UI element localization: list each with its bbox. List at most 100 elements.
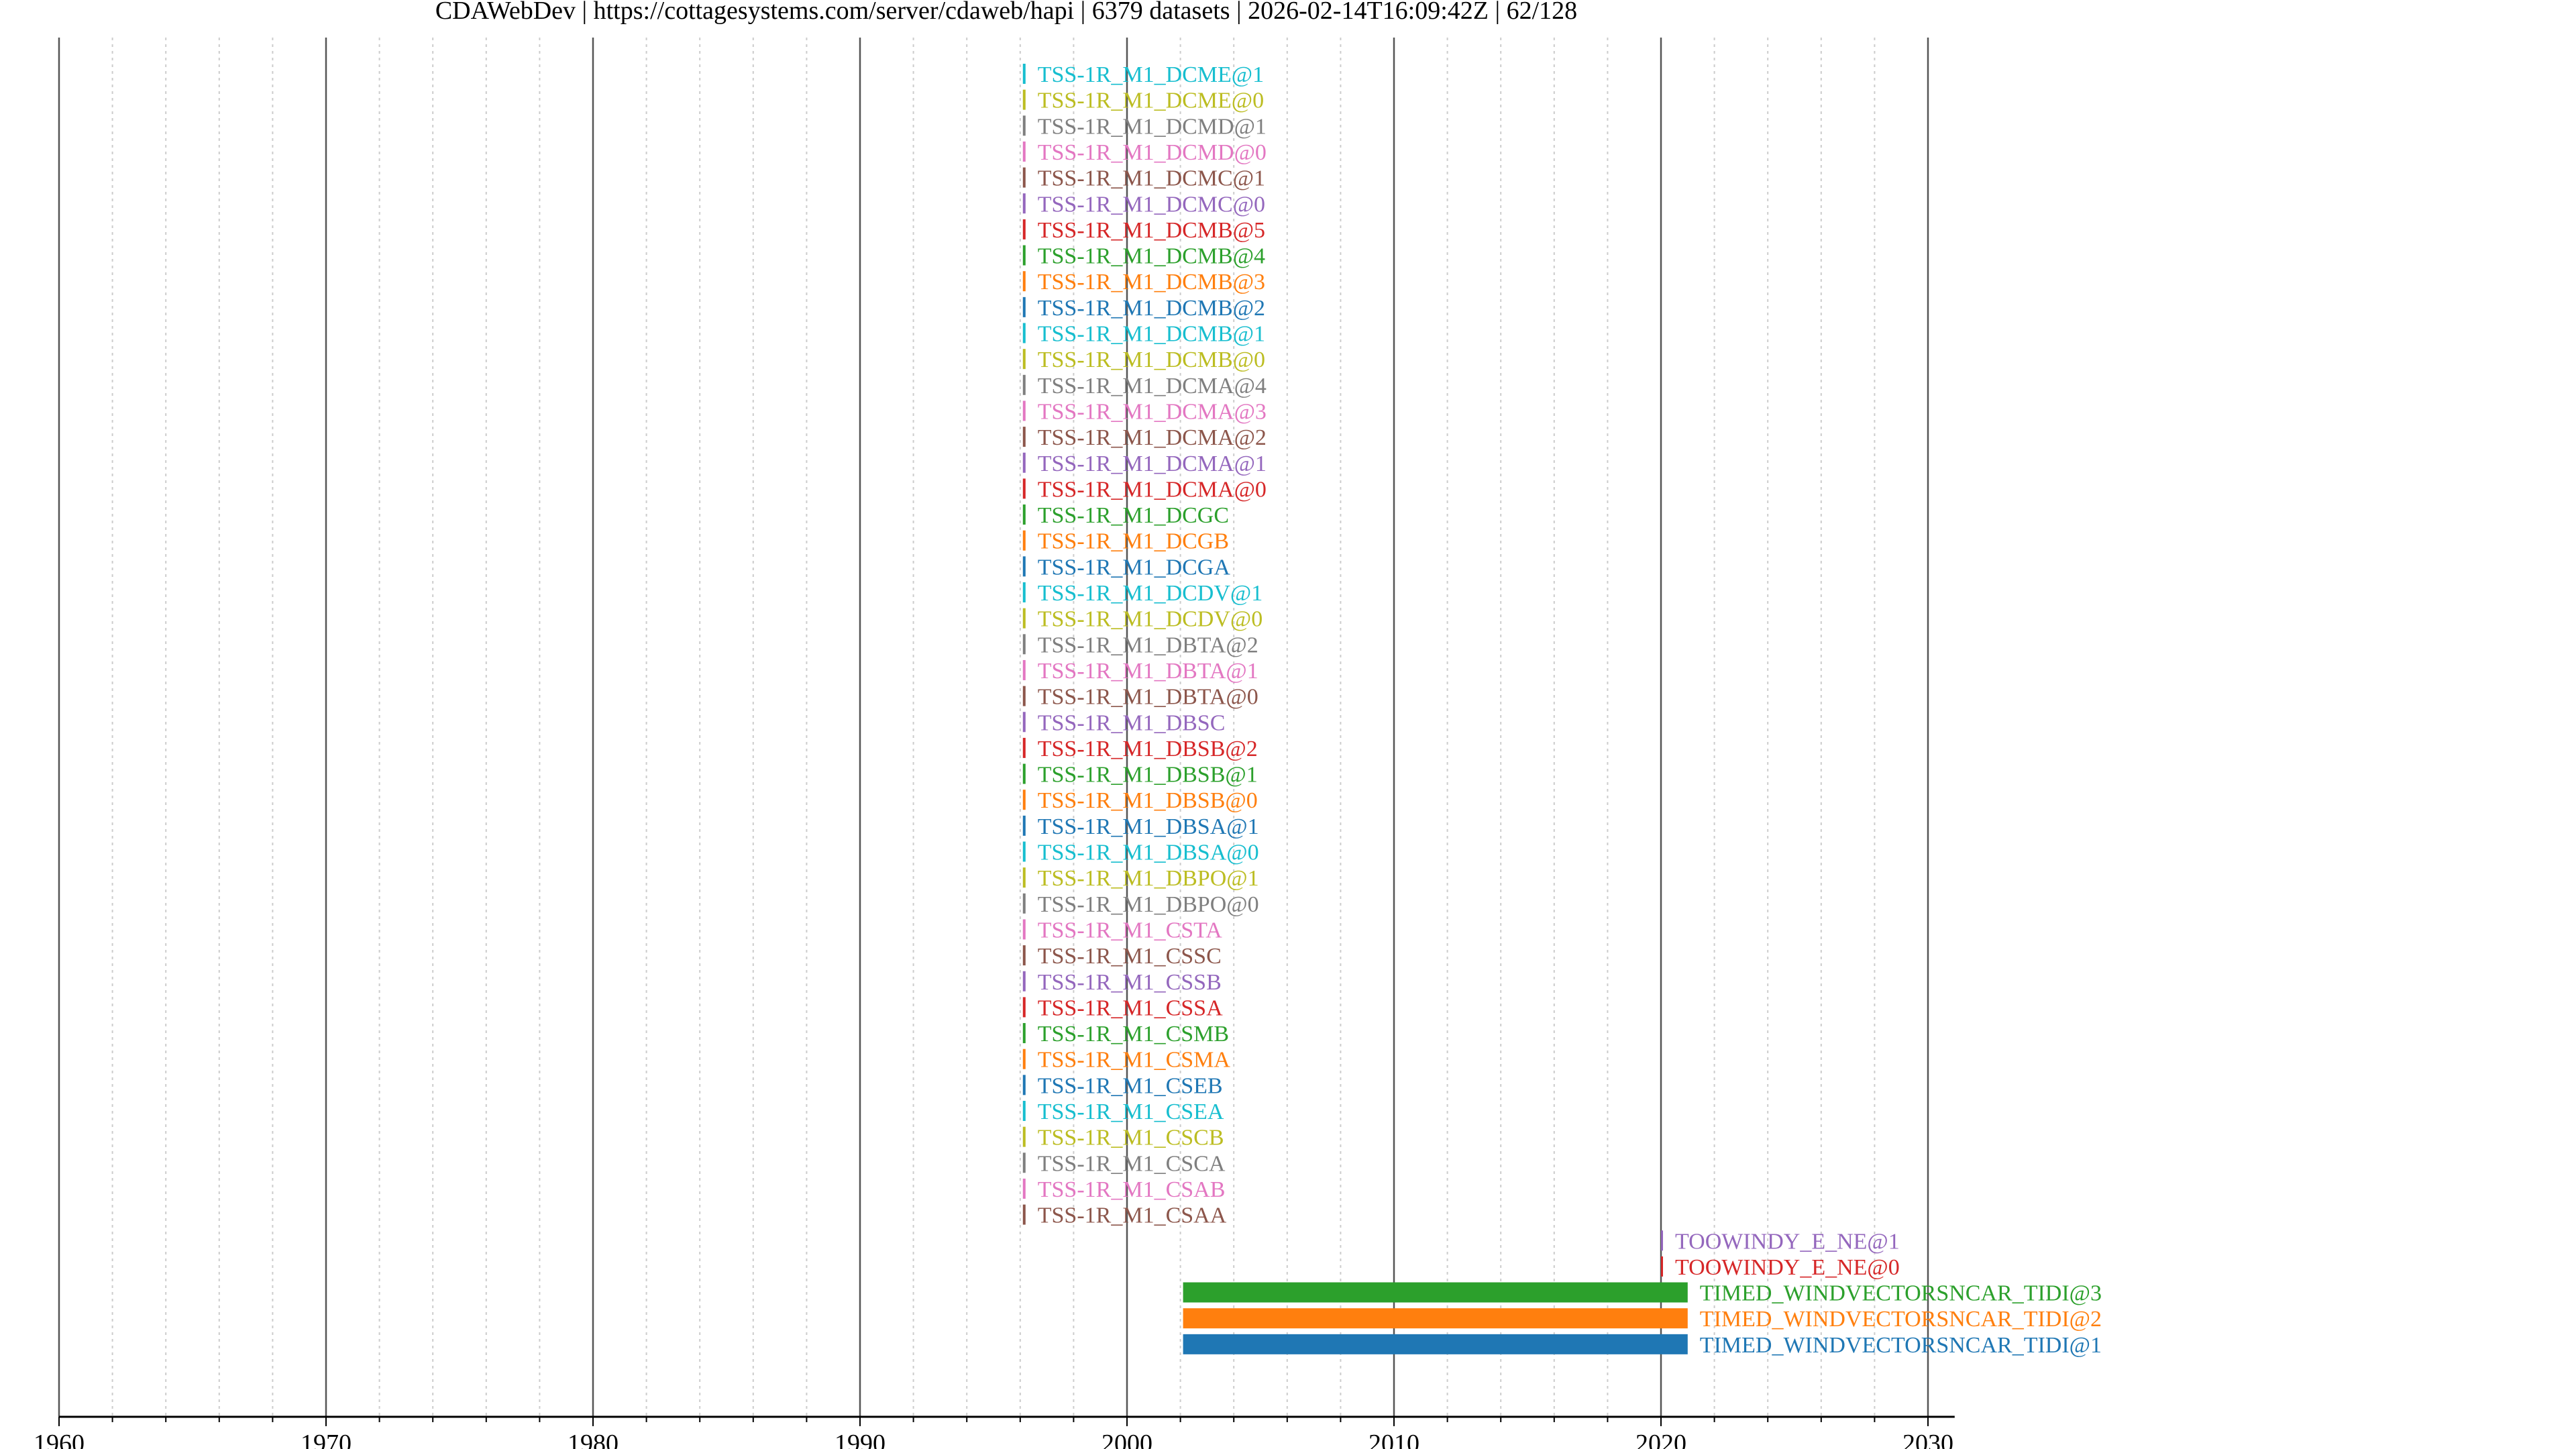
dataset-label: TSS-1R_M1_DBSA@0 [1038, 841, 1259, 865]
dataset-bar [1022, 582, 1026, 602]
dataset-bar [1022, 478, 1026, 499]
dataset-label: TSS-1R_M1_DCDV@1 [1038, 581, 1263, 606]
dataset-label: TSS-1R_M1_DBPO@0 [1038, 892, 1259, 917]
dataset-bar [1022, 219, 1026, 239]
dataset-bar [1661, 1230, 1663, 1251]
dataset-bar [1022, 1178, 1026, 1199]
dataset-label: TSS-1R_M1_DBSB@1 [1038, 763, 1258, 788]
dataset-bar [1022, 400, 1026, 421]
dataset-label: TSS-1R_M1_DCMC@0 [1038, 192, 1265, 217]
dataset-bar [1022, 634, 1026, 655]
dataset-label: TSS-1R_M1_DCMB@4 [1038, 244, 1265, 269]
dataset-bar [1022, 815, 1026, 836]
dataset-label: TSS-1R_M1_DCGA [1038, 555, 1231, 580]
dataset-bars [1022, 64, 1688, 1354]
dataset-label: TSS-1R_M1_DBPO@1 [1038, 866, 1259, 891]
dataset-label: TSS-1R_M1_DCMD@0 [1038, 140, 1267, 165]
x-tick-label: 1990 [835, 1430, 885, 1449]
dataset-bar [1661, 1256, 1663, 1277]
minor-gridlines [111, 38, 1876, 1417]
dataset-bar [1022, 115, 1026, 136]
dataset-bar [1022, 841, 1026, 862]
dataset-label: TSS-1R_M1_CSSB [1038, 970, 1222, 995]
dataset-label: TSS-1R_M1_DCMB@5 [1038, 218, 1265, 243]
dataset-bar [1022, 790, 1026, 810]
dataset-bar [1022, 504, 1026, 525]
dataset-label: TSS-1R_M1_DCMA@3 [1038, 399, 1267, 424]
dataset-bar [1022, 245, 1026, 266]
dataset-label: TSS-1R_M1_DCMB@1 [1038, 322, 1265, 347]
dataset-bar [1022, 427, 1026, 447]
x-axis: 1960 1970 1980 1990 2000 2010 2020 2030 [34, 1415, 1955, 1449]
dataset-bar [1022, 1152, 1026, 1173]
dataset-bar [1022, 1023, 1026, 1044]
dataset-bar [1183, 1308, 1688, 1329]
dataset-label: TIMED_WINDVECTORSNCAR_TIDI@3 [1700, 1281, 2102, 1306]
dataset-bar [1022, 971, 1026, 991]
dataset-bar [1183, 1334, 1688, 1354]
dataset-bar [1022, 64, 1026, 84]
dataset-label: TSS-1R_M1_CSCB [1038, 1126, 1224, 1150]
dataset-bar [1022, 763, 1026, 784]
dataset-bar [1022, 141, 1026, 162]
dataset-label: TSS-1R_M1_CSAB [1038, 1177, 1226, 1202]
dataset-label: TIMED_WINDVECTORSNCAR_TIDI@2 [1700, 1307, 2102, 1332]
dataset-label: TSS-1R_M1_DCMB@2 [1038, 296, 1265, 321]
dataset-label: TSS-1R_M1_DCGC [1038, 503, 1229, 528]
dataset-label: TSS-1R_M1_DCMA@4 [1038, 374, 1267, 398]
x-tick-label: 2000 [1102, 1430, 1152, 1449]
dataset-label: TSS-1R_M1_DCME@1 [1038, 62, 1264, 87]
dataset-label: TSS-1R_M1_CSCA [1038, 1151, 1226, 1176]
dataset-bar [1022, 349, 1026, 370]
dataset-label: TIMED_WINDVECTORSNCAR_TIDI@1 [1700, 1333, 2102, 1358]
dataset-label: TSS-1R_M1_DBTA@1 [1038, 659, 1258, 684]
dataset-label: TSS-1R_M1_DBSC [1038, 710, 1226, 735]
dataset-bar [1022, 1126, 1026, 1147]
dataset-label: TSS-1R_M1_DCMB@0 [1038, 347, 1265, 372]
dataset-label: TOOWINDY_E_NE@1 [1675, 1229, 1900, 1254]
dataset-bar [1022, 89, 1026, 110]
dataset-bar [1022, 659, 1026, 680]
dataset-label: TSS-1R_M1_DCMC@1 [1038, 166, 1265, 191]
dataset-label: TSS-1R_M1_DCMB@3 [1038, 270, 1265, 294]
dataset-bar [1022, 193, 1026, 214]
chart-title: CDAWebDev | https://cottagesystems.com/s… [435, 0, 1577, 25]
dataset-label: TSS-1R_M1_DBTA@2 [1038, 633, 1258, 657]
dataset-bar [1022, 867, 1026, 888]
x-tick-label: 2030 [1902, 1430, 1953, 1449]
dataset-labels: TSS-1R_M1_DCME@1TSS-1R_M1_DCME@0TSS-1R_M… [1038, 62, 2102, 1358]
x-tick-label: 1970 [301, 1430, 352, 1449]
x-tick-label: 1960 [34, 1430, 85, 1449]
dataset-label: TSS-1R_M1_DCMA@0 [1038, 477, 1267, 502]
dataset-label: TSS-1R_M1_DCDV@0 [1038, 607, 1263, 632]
dataset-label: TSS-1R_M1_CSEA [1038, 1099, 1224, 1124]
x-tick-label: 1980 [568, 1430, 619, 1449]
dataset-label: TSS-1R_M1_CSEB [1038, 1073, 1223, 1098]
x-tick-label: 2010 [1368, 1430, 1419, 1449]
dataset-label: TSS-1R_M1_CSMA [1038, 1048, 1231, 1073]
dataset-bar [1022, 1075, 1026, 1095]
dataset-label: TSS-1R_M1_DBSB@0 [1038, 788, 1258, 813]
dataset-bar [1022, 271, 1026, 292]
dataset-bar [1022, 1049, 1026, 1069]
dataset-bar [1183, 1282, 1688, 1303]
dataset-bar [1022, 374, 1026, 395]
dataset-label: TSS-1R_M1_CSSC [1038, 944, 1222, 969]
dataset-label: TSS-1R_M1_DBSA@1 [1038, 814, 1259, 839]
dataset-label: TSS-1R_M1_DBTA@0 [1038, 685, 1258, 710]
dataset-label: TSS-1R_M1_DCMD@1 [1038, 114, 1267, 139]
dataset-label: TSS-1R_M1_CSAA [1038, 1203, 1227, 1228]
dataset-bar [1022, 556, 1026, 577]
dataset-bar [1022, 530, 1026, 551]
dataset-bar [1022, 919, 1026, 940]
dataset-label: TSS-1R_M1_CSMB [1038, 1022, 1229, 1046]
dataset-label: TSS-1R_M1_DBSB@2 [1038, 737, 1258, 761]
dataset-bar [1022, 323, 1026, 343]
dataset-bar [1022, 452, 1026, 473]
dataset-bar [1022, 1204, 1026, 1225]
dataset-bar [1022, 737, 1026, 758]
dataset-bar [1022, 686, 1026, 706]
dataset-label: TSS-1R_M1_DCMA@1 [1038, 451, 1267, 476]
dataset-bar [1022, 608, 1026, 629]
